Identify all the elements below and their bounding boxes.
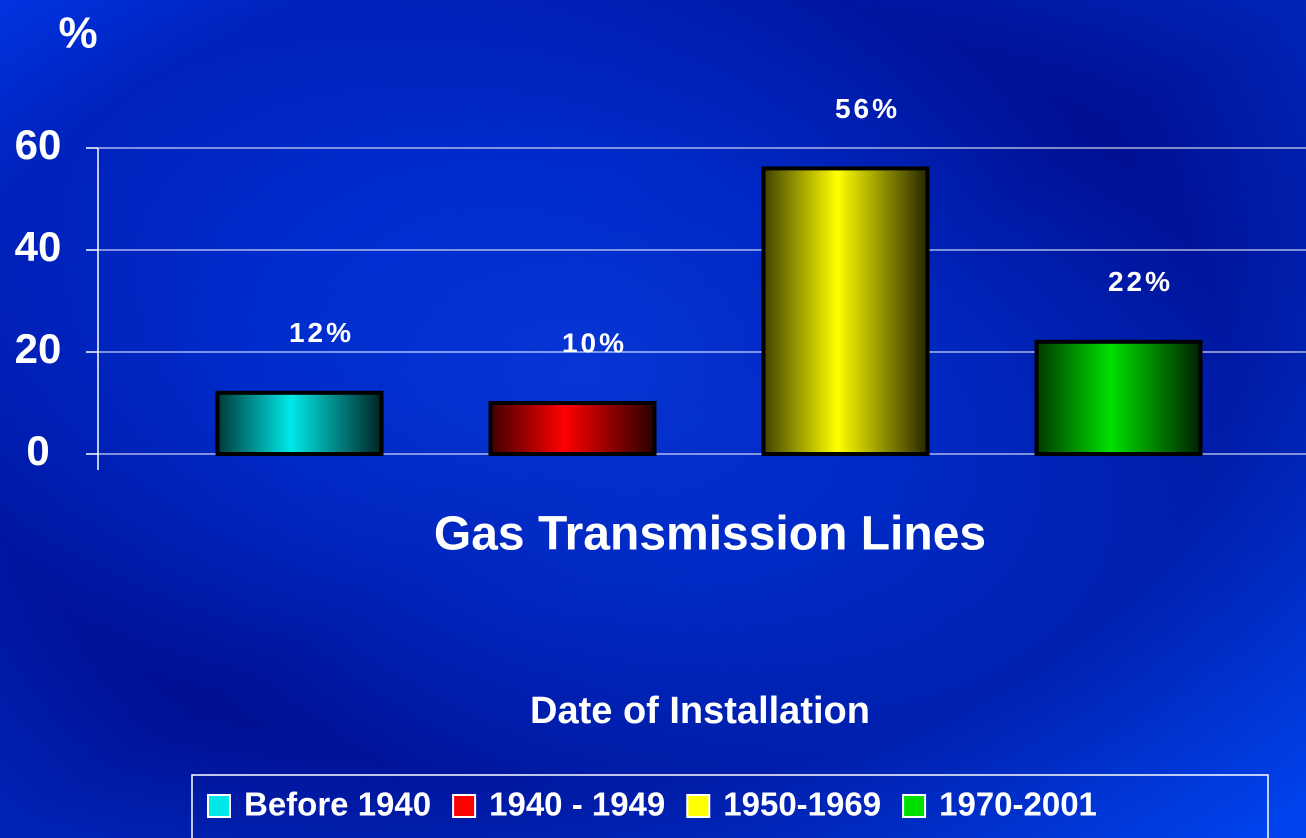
value-label: 10% (562, 327, 627, 358)
y-tick-label: 20 (15, 325, 62, 372)
legend-label: 1940 - 1949 (489, 786, 665, 823)
legend-swatch (902, 794, 927, 818)
bar (761, 166, 930, 456)
legend-label: 1970-2001 (939, 786, 1097, 823)
legend-swatch (686, 794, 711, 818)
y-axis-label: % (58, 9, 97, 58)
legend-swatch (452, 794, 477, 818)
legend-title: Date of Installation (530, 690, 870, 732)
y-tick-label: 40 (15, 223, 62, 270)
legend-swatch (207, 794, 231, 818)
value-label: 22% (1108, 266, 1173, 297)
y-tick-label: 0 (26, 427, 49, 474)
y-tick-label: 60 (15, 121, 62, 168)
bar (1034, 339, 1203, 456)
bar (215, 390, 384, 456)
value-label: 12% (289, 317, 354, 348)
legend-label: Before 1940 (244, 786, 431, 823)
legend-box (191, 774, 1269, 838)
bar (488, 401, 657, 456)
x-axis-label: Gas Transmission Lines (434, 508, 986, 561)
legend-label: 1950-1969 (723, 786, 881, 823)
value-label: 56% (835, 93, 900, 124)
